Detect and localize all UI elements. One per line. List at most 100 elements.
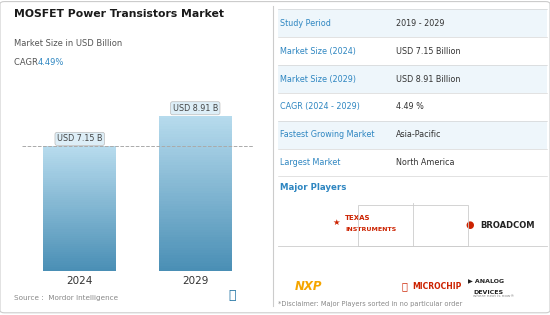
Text: Fastest Growing Market: Fastest Growing Market bbox=[280, 130, 375, 139]
Bar bbox=[43, 229, 116, 232]
Bar bbox=[43, 265, 116, 267]
Bar bbox=[158, 245, 232, 248]
Text: where next is now®: where next is now® bbox=[473, 294, 514, 298]
Bar bbox=[158, 222, 232, 224]
Text: Study Period: Study Period bbox=[280, 19, 331, 28]
Bar bbox=[158, 129, 232, 131]
Bar bbox=[43, 252, 116, 254]
Bar bbox=[43, 221, 116, 223]
Text: USD 8.91 B: USD 8.91 B bbox=[173, 104, 218, 113]
Bar bbox=[158, 204, 232, 206]
Bar bbox=[43, 240, 116, 242]
Text: Ⓜ: Ⓜ bbox=[401, 282, 407, 292]
Bar bbox=[158, 217, 232, 219]
Bar bbox=[158, 214, 232, 217]
Bar bbox=[43, 227, 116, 229]
Bar bbox=[43, 161, 116, 163]
Text: TEXAS: TEXAS bbox=[345, 215, 371, 220]
Bar bbox=[43, 232, 116, 234]
Bar bbox=[158, 211, 232, 214]
Bar bbox=[43, 159, 116, 161]
Bar bbox=[43, 167, 116, 169]
Bar bbox=[158, 243, 232, 245]
Text: Market Size in USD Billion: Market Size in USD Billion bbox=[14, 39, 122, 49]
Bar bbox=[158, 188, 232, 191]
Bar bbox=[43, 155, 116, 157]
Bar bbox=[158, 149, 232, 152]
Bar bbox=[158, 255, 232, 258]
Bar bbox=[43, 215, 116, 217]
Bar bbox=[158, 165, 232, 168]
Text: INSTRUMENTS: INSTRUMENTS bbox=[345, 227, 397, 232]
Bar bbox=[158, 198, 232, 201]
Text: Major Players: Major Players bbox=[280, 183, 347, 192]
Bar bbox=[158, 155, 232, 157]
Bar bbox=[158, 175, 232, 178]
Text: BROADCOM: BROADCOM bbox=[480, 221, 535, 230]
Bar bbox=[43, 267, 116, 269]
Text: ★: ★ bbox=[332, 218, 339, 226]
Bar bbox=[43, 165, 116, 167]
Text: Market Size (2024): Market Size (2024) bbox=[280, 47, 356, 56]
Text: Market Size (2029): Market Size (2029) bbox=[280, 75, 356, 83]
Bar bbox=[158, 134, 232, 136]
Bar bbox=[43, 188, 116, 190]
Bar bbox=[43, 169, 116, 171]
Bar bbox=[43, 209, 116, 211]
Bar bbox=[158, 160, 232, 162]
Bar bbox=[158, 183, 232, 186]
Text: Ⓜ: Ⓜ bbox=[228, 289, 236, 302]
Bar bbox=[158, 196, 232, 198]
Bar bbox=[43, 256, 116, 259]
Bar bbox=[43, 174, 116, 175]
Bar bbox=[43, 203, 116, 204]
Text: USD 7.15 Billion: USD 7.15 Billion bbox=[396, 47, 460, 56]
Bar bbox=[43, 194, 116, 196]
Bar bbox=[158, 232, 232, 235]
Text: DEVICES: DEVICES bbox=[473, 290, 503, 295]
Bar bbox=[43, 171, 116, 174]
Bar bbox=[43, 157, 116, 159]
Bar bbox=[158, 253, 232, 255]
Bar bbox=[158, 116, 232, 118]
Bar bbox=[43, 149, 116, 151]
Bar bbox=[158, 173, 232, 175]
Bar bbox=[158, 230, 232, 232]
Text: CAGR: CAGR bbox=[14, 58, 40, 67]
Text: ●: ● bbox=[466, 220, 474, 230]
Text: *Disclaimer: Major Players sorted in no particular order: *Disclaimer: Major Players sorted in no … bbox=[278, 301, 462, 307]
Bar bbox=[158, 258, 232, 261]
Bar bbox=[158, 144, 232, 147]
Bar bbox=[158, 250, 232, 253]
Bar bbox=[43, 242, 116, 244]
Bar bbox=[43, 200, 116, 203]
Bar bbox=[43, 261, 116, 263]
Bar bbox=[43, 151, 116, 153]
Bar bbox=[158, 191, 232, 193]
Bar bbox=[43, 254, 116, 256]
Bar bbox=[43, 180, 116, 182]
Bar bbox=[158, 126, 232, 129]
Text: CAGR (2024 - 2029): CAGR (2024 - 2029) bbox=[280, 102, 360, 111]
Bar bbox=[43, 248, 116, 250]
Bar bbox=[43, 246, 116, 248]
Bar bbox=[158, 193, 232, 196]
Bar bbox=[158, 170, 232, 173]
Bar bbox=[158, 227, 232, 230]
Bar bbox=[158, 224, 232, 227]
Bar bbox=[43, 178, 116, 180]
Bar bbox=[43, 175, 116, 178]
Bar bbox=[43, 184, 116, 186]
Bar bbox=[43, 234, 116, 236]
Text: USD 7.15 B: USD 7.15 B bbox=[57, 135, 102, 143]
Bar bbox=[43, 263, 116, 265]
Bar bbox=[158, 178, 232, 180]
Bar bbox=[158, 180, 232, 183]
Bar bbox=[43, 213, 116, 215]
Text: 4.49%: 4.49% bbox=[37, 58, 64, 67]
Bar bbox=[158, 248, 232, 250]
Bar bbox=[43, 269, 116, 271]
Bar bbox=[158, 162, 232, 165]
Bar bbox=[43, 236, 116, 238]
Bar bbox=[43, 153, 116, 155]
